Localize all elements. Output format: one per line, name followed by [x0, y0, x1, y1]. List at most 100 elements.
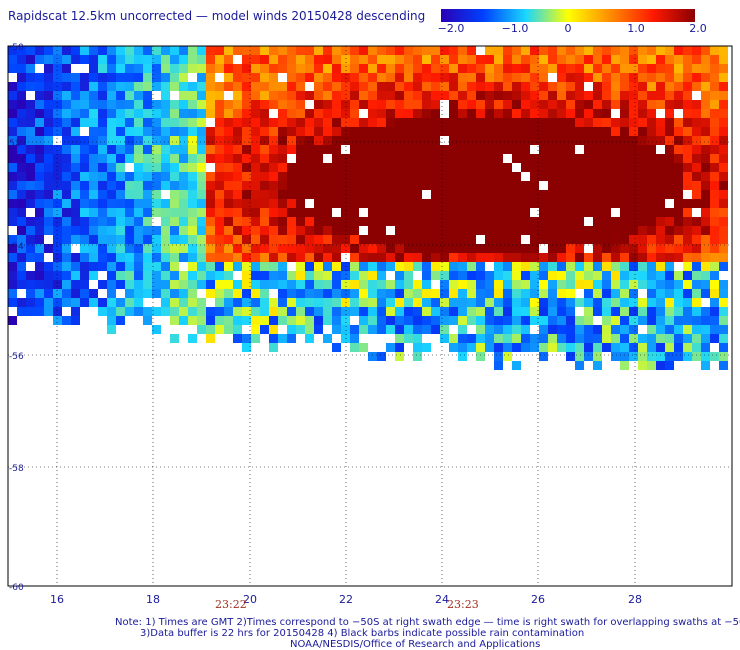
swath-cell — [494, 244, 503, 253]
swath-cell — [503, 181, 512, 190]
swath-cell — [134, 136, 143, 145]
swath-cell — [251, 280, 260, 289]
swath-cell — [242, 307, 251, 316]
swath-cell — [458, 334, 467, 343]
swath-cell — [341, 262, 350, 271]
swath-cell — [188, 118, 197, 127]
swath-cell — [215, 208, 224, 217]
swath-cell — [566, 271, 575, 280]
swath-cell — [701, 136, 710, 145]
swath-cell — [296, 100, 305, 109]
swath-cell — [188, 262, 197, 271]
swath-cell — [386, 154, 395, 163]
swath-cell — [683, 181, 692, 190]
swath-cell — [512, 280, 521, 289]
swath-cell — [395, 280, 404, 289]
swath-cell — [269, 73, 278, 82]
swath-cell — [512, 64, 521, 73]
swath-cell — [602, 253, 611, 262]
swath-cell — [719, 343, 728, 352]
swath-cell — [260, 73, 269, 82]
swath-cell — [98, 280, 107, 289]
swath-cell — [296, 46, 305, 55]
swath-cell — [71, 55, 80, 64]
swath-cell — [557, 46, 566, 55]
swath-cell — [548, 262, 557, 271]
swath-cell — [170, 109, 179, 118]
swath-cell — [485, 334, 494, 343]
swath-cell — [611, 343, 620, 352]
swath-cell — [485, 154, 494, 163]
swath-cell — [314, 244, 323, 253]
swath-cell — [494, 334, 503, 343]
swath-cell — [440, 46, 449, 55]
swath-cell — [296, 217, 305, 226]
swath-cell — [584, 91, 593, 100]
swath-cell — [35, 91, 44, 100]
swath-cell — [152, 64, 161, 73]
swath-cell — [251, 262, 260, 271]
swath-cell — [467, 217, 476, 226]
swath-cell — [35, 136, 44, 145]
swath-cell — [350, 208, 359, 217]
swath-cell — [647, 199, 656, 208]
swath-cell — [287, 316, 296, 325]
swath-cell — [296, 226, 305, 235]
swath-cell — [152, 253, 161, 262]
swath-cell — [350, 55, 359, 64]
swath-cell — [17, 307, 26, 316]
swath-cell — [458, 289, 467, 298]
swath-cell — [62, 163, 71, 172]
swath-cell — [440, 163, 449, 172]
swath-cell — [440, 127, 449, 136]
swath-cell — [269, 244, 278, 253]
swath-cell — [71, 271, 80, 280]
swath-cell — [404, 163, 413, 172]
swath-cell — [242, 235, 251, 244]
swath-cell — [116, 199, 125, 208]
swath-cell — [71, 154, 80, 163]
swath-cell — [539, 154, 548, 163]
swath-cell — [188, 145, 197, 154]
swath-cell — [17, 127, 26, 136]
swath-cell — [170, 136, 179, 145]
swath-cell — [188, 271, 197, 280]
swath-cell — [260, 262, 269, 271]
swath-cell — [197, 271, 206, 280]
swath-cell — [422, 100, 431, 109]
swath-cell — [638, 199, 647, 208]
swath-cell — [368, 163, 377, 172]
swath-cell — [431, 55, 440, 64]
swath-cell — [260, 145, 269, 154]
swath-cell — [332, 118, 341, 127]
swath-cell — [458, 163, 467, 172]
swath-cell — [467, 91, 476, 100]
swath-cell — [197, 253, 206, 262]
swath-cell — [665, 289, 674, 298]
swath-cell — [566, 343, 575, 352]
swath-cell — [440, 190, 449, 199]
swath-cell — [593, 244, 602, 253]
swath-cell — [269, 307, 278, 316]
swath-cell — [188, 190, 197, 199]
swath-cell — [314, 136, 323, 145]
swath-cell — [116, 307, 125, 316]
swath-cell — [395, 244, 404, 253]
swath-cell — [377, 190, 386, 199]
swath-cell — [611, 145, 620, 154]
swath-cell — [179, 289, 188, 298]
swath-cell — [107, 289, 116, 298]
swath-cell — [539, 118, 548, 127]
swath-cell — [665, 181, 674, 190]
swath-cell — [512, 145, 521, 154]
swath-cell — [215, 145, 224, 154]
swath-cell — [305, 316, 314, 325]
swath-cell — [8, 262, 17, 271]
swath-cell — [566, 46, 575, 55]
swath-cell — [98, 91, 107, 100]
swath-cell — [377, 325, 386, 334]
swath-cell — [269, 46, 278, 55]
swath-cell — [35, 145, 44, 154]
swath-cell — [683, 334, 692, 343]
swath-cell — [503, 325, 512, 334]
